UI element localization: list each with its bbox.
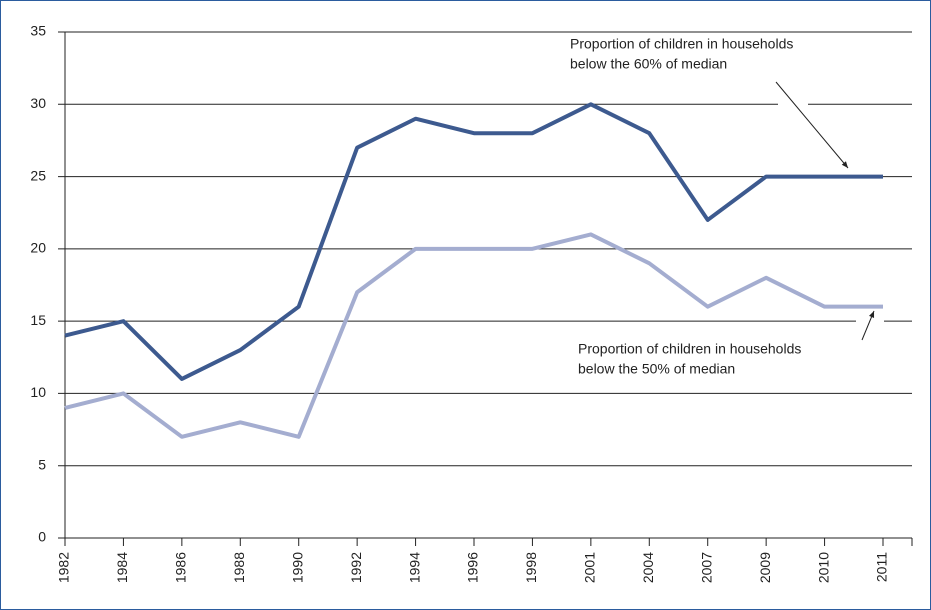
annotation: Proportion of children in households [570, 36, 793, 52]
x-tick-label: 1986 [173, 552, 189, 583]
annotation-bg [574, 339, 856, 383]
annotation-bg [778, 96, 808, 106]
x-tick-label: 2007 [698, 552, 714, 583]
x-tick-label: 1982 [56, 552, 72, 583]
arrow-head [841, 161, 848, 168]
x-tick-label: 1996 [465, 552, 481, 583]
x-tick-label: 2011 [874, 552, 890, 582]
x-tick-label: 2004 [640, 552, 656, 583]
line-series [64, 102, 883, 381]
x-tick-label: 1988 [231, 552, 247, 583]
x-tick-label: 1984 [114, 552, 130, 583]
x-tick-label: 1998 [523, 552, 539, 583]
y-tick-label: 10 [30, 384, 46, 400]
annotation: Proportion of children in households [578, 341, 801, 357]
y-tick-label: 15 [30, 312, 46, 328]
y-tick-label: 25 [30, 167, 46, 183]
arrow-head [869, 311, 875, 318]
y-tick-label: 5 [38, 456, 46, 472]
x-tick-label: 2009 [757, 552, 773, 583]
line-series [64, 232, 883, 439]
x-tick-label: 2001 [582, 552, 598, 583]
x-tick-label: 1992 [348, 552, 364, 583]
annotation: below the 60% of median [570, 56, 727, 72]
y-tick-label: 30 [30, 95, 46, 111]
annotation-bg [566, 34, 778, 78]
y-tick-label: 0 [38, 529, 46, 545]
y-tick-label: 20 [30, 240, 46, 256]
x-tick-label: 1990 [289, 552, 305, 583]
annotation: below the 50% of median [578, 361, 735, 377]
x-tick-label: 1994 [406, 552, 422, 583]
y-tick-label: 35 [30, 23, 46, 39]
x-tick-label: 2010 [815, 552, 831, 583]
arrow [775, 81, 849, 169]
